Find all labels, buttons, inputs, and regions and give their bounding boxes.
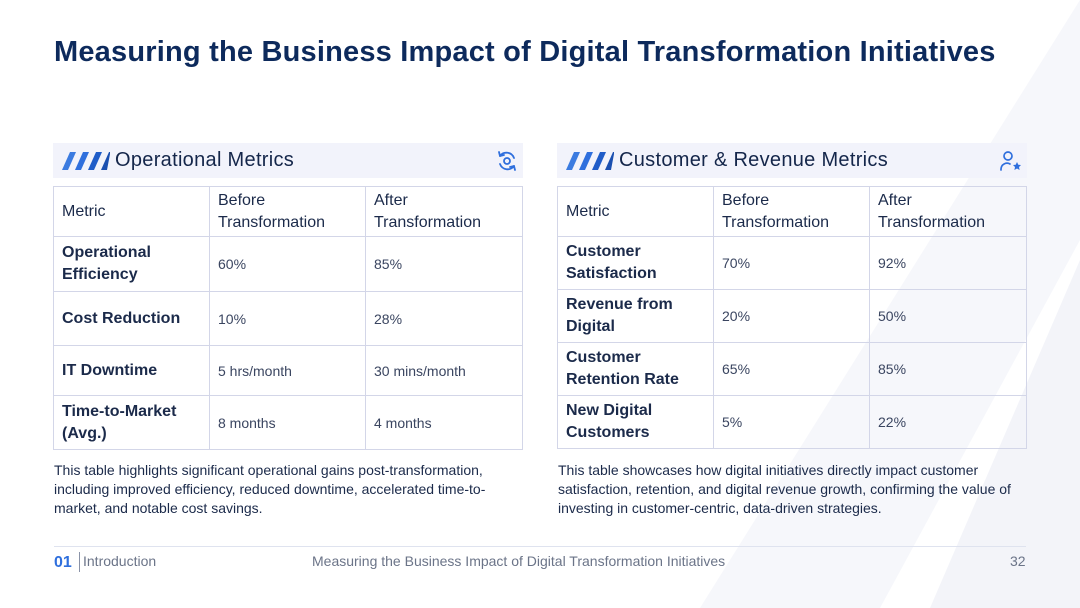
before-value: 65% xyxy=(713,342,870,396)
operational-metrics-panel: Operational Metrics Metric Before Transf… xyxy=(53,143,523,450)
user-star-icon xyxy=(1000,151,1021,171)
header-after: After Transformation xyxy=(365,186,523,237)
footer-title: Measuring the Business Impact of Digital… xyxy=(312,553,726,569)
metric-name: New Digital Customers xyxy=(557,395,714,449)
table-row: Revenue from Digital 20% 50% xyxy=(557,289,1027,343)
before-value: 70% xyxy=(713,236,870,290)
slashes-icon xyxy=(566,151,614,170)
panel-header: Customer & Revenue Metrics xyxy=(557,143,1027,178)
after-value: 28% xyxy=(365,291,523,346)
left-description: This table highlights significant operat… xyxy=(54,462,486,516)
metric-name: Cost Reduction xyxy=(53,291,210,346)
footer-divider xyxy=(54,546,1026,547)
header-after: After Transformation xyxy=(869,186,1027,237)
right-description: This table showcases how digital initiat… xyxy=(558,462,1011,516)
metric-name: Customer Satisfaction xyxy=(557,236,714,290)
header-metric: Metric xyxy=(53,186,210,237)
customer-revenue-metrics-panel: Customer & Revenue Metrics Metric Before… xyxy=(557,143,1027,449)
header-before: Before Transformation xyxy=(713,186,870,237)
operational-metrics-table: Metric Before Transformation After Trans… xyxy=(53,186,523,450)
section-name: Introduction xyxy=(83,553,157,569)
before-value: 5% xyxy=(713,395,870,449)
after-value: 50% xyxy=(869,289,1027,343)
table-row: Customer Retention Rate 65% 85% xyxy=(557,342,1027,396)
before-value: 8 months xyxy=(209,395,366,450)
metric-name: Customer Retention Rate xyxy=(557,342,714,396)
customer-revenue-metrics-table: Metric Before Transformation After Trans… xyxy=(557,186,1027,449)
footer-separator xyxy=(79,552,80,572)
metric-name: Operational Efficiency xyxy=(53,236,210,292)
table-row: New Digital Customers 5% 22% xyxy=(557,395,1027,449)
before-value: 20% xyxy=(713,289,870,343)
panel-header: Operational Metrics xyxy=(53,143,523,178)
before-value: 60% xyxy=(209,236,366,292)
table-header-row: Metric Before Transformation After Trans… xyxy=(53,186,523,237)
table-row: Time-to-Market (Avg.) 8 months 4 months xyxy=(53,395,523,450)
table-header-row: Metric Before Transformation After Trans… xyxy=(557,186,1027,237)
after-value: 85% xyxy=(365,236,523,292)
header-metric: Metric xyxy=(557,186,714,237)
before-value: 10% xyxy=(209,291,366,346)
header-before: Before Transformation xyxy=(209,186,366,237)
after-value: 22% xyxy=(869,395,1027,449)
panel-title: Customer & Revenue Metrics xyxy=(619,149,889,171)
refresh-cycle-icon xyxy=(498,151,516,171)
section-number: 01 xyxy=(54,554,72,571)
page-title: Measuring the Business Impact of Digital… xyxy=(54,36,996,68)
metric-name: IT Downtime xyxy=(53,345,210,396)
after-value: 4 months xyxy=(365,395,523,450)
table-row: IT Downtime 5 hrs/month 30 mins/month xyxy=(53,345,523,396)
after-value: 92% xyxy=(869,236,1027,290)
after-value: 85% xyxy=(869,342,1027,396)
panel-title: Operational Metrics xyxy=(115,149,295,171)
page-number: 32 xyxy=(1010,553,1026,569)
before-value: 5 hrs/month xyxy=(209,345,366,396)
metric-name: Time-to-Market (Avg.) xyxy=(53,395,210,450)
table-row: Operational Efficiency 60% 85% xyxy=(53,236,523,292)
table-row: Customer Satisfaction 70% 92% xyxy=(557,236,1027,290)
table-row: Cost Reduction 10% 28% xyxy=(53,291,523,346)
metric-name: Revenue from Digital xyxy=(557,289,714,343)
after-value: 30 mins/month xyxy=(365,345,523,396)
slashes-icon xyxy=(62,151,110,170)
